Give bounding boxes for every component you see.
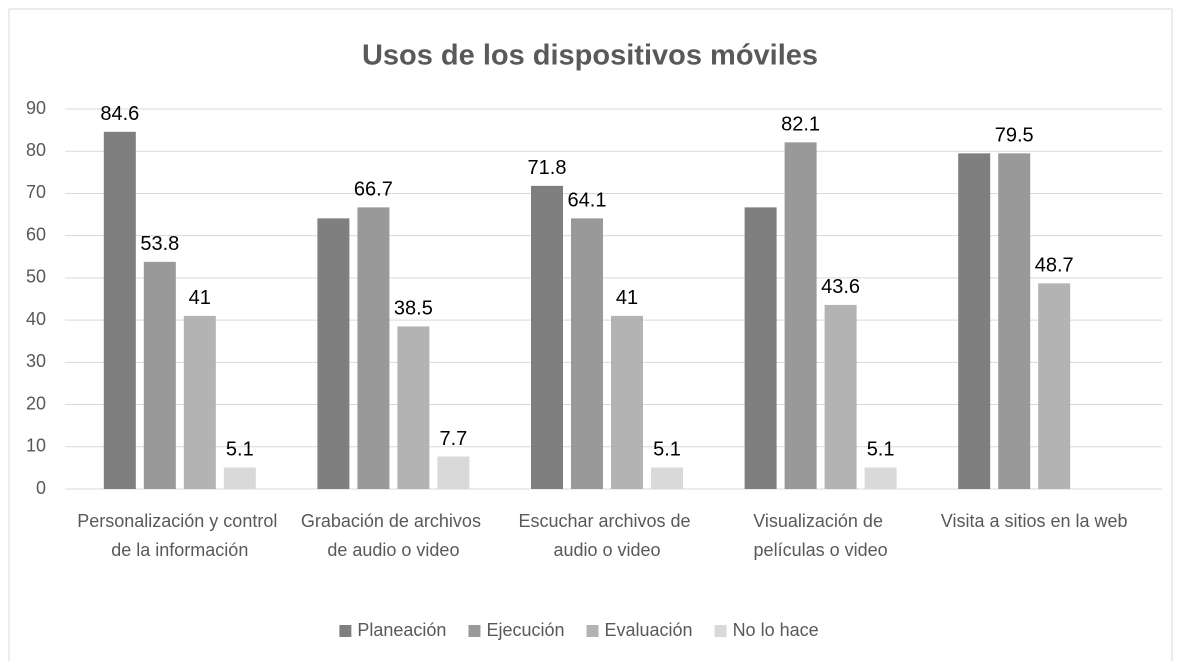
bar: [223, 467, 256, 489]
bar: [357, 207, 390, 489]
bar: [397, 326, 430, 489]
y-tick-label: 50: [26, 267, 46, 287]
data-label: 43.6: [821, 276, 860, 298]
legend-swatch: [714, 625, 727, 637]
data-label: 53.8: [140, 233, 179, 255]
y-tick-label: 90: [26, 98, 46, 118]
y-tick-label: 20: [26, 393, 46, 413]
bar: [611, 315, 643, 489]
data-label: 41: [189, 287, 211, 309]
chart-title: Usos de los dispositivos móviles: [362, 40, 818, 72]
legend-label: Evaluación: [605, 620, 693, 640]
y-tick-label: 0: [36, 478, 46, 498]
data-label: 79.5: [995, 125, 1034, 147]
y-tick-label: 80: [26, 140, 46, 160]
data-label: 41: [616, 287, 638, 309]
data-label: 84.6: [100, 103, 139, 125]
data-label: 5.1: [867, 439, 895, 461]
data-label: 82.1: [781, 114, 820, 136]
legend-swatch: [339, 625, 352, 637]
bar: [784, 142, 817, 489]
y-tick-label: 30: [26, 351, 46, 371]
data-label: 7.7: [439, 428, 467, 450]
y-tick-label: 10: [26, 436, 46, 456]
bar: [824, 304, 857, 489]
legend-label: Ejecución: [486, 620, 564, 640]
legend-label: Planeación: [357, 620, 446, 640]
data-label: 66.7: [354, 179, 393, 201]
bar: [531, 185, 563, 489]
bar: [1038, 283, 1071, 489]
bar: [317, 218, 350, 489]
data-label: 5.1: [226, 439, 254, 461]
legend-label: No lo hace: [733, 620, 819, 640]
bar: [651, 467, 683, 489]
bar: [143, 261, 176, 489]
data-label: 64.1: [568, 190, 607, 212]
bar: [103, 131, 136, 490]
bar: [183, 315, 216, 489]
x-tick-label: Visualización de películas o video: [753, 511, 888, 560]
legend-swatch: [586, 625, 599, 637]
data-label: 5.1: [653, 439, 681, 461]
bar: [864, 467, 897, 489]
bar: [958, 153, 991, 490]
y-tick-label: 40: [26, 309, 46, 329]
x-tick-label: Visita a sitios en la web: [941, 511, 1128, 531]
x-tick-label: Grabación de archivos de audio o video: [301, 511, 486, 560]
y-tick-label: 70: [26, 182, 46, 202]
x-tick-label: Personalización y control de la informac…: [77, 511, 282, 560]
bar: [744, 207, 777, 489]
x-tick-label: Escuchar archivos de audio o video: [518, 511, 695, 560]
bar: [998, 153, 1031, 490]
legend-swatch: [468, 625, 481, 637]
y-tick-label: 60: [26, 224, 46, 244]
data-label: 71.8: [528, 157, 567, 179]
bar: [437, 456, 470, 489]
data-label: 48.7: [1035, 255, 1074, 277]
data-label: 38.5: [394, 298, 433, 320]
bar: [571, 218, 603, 489]
